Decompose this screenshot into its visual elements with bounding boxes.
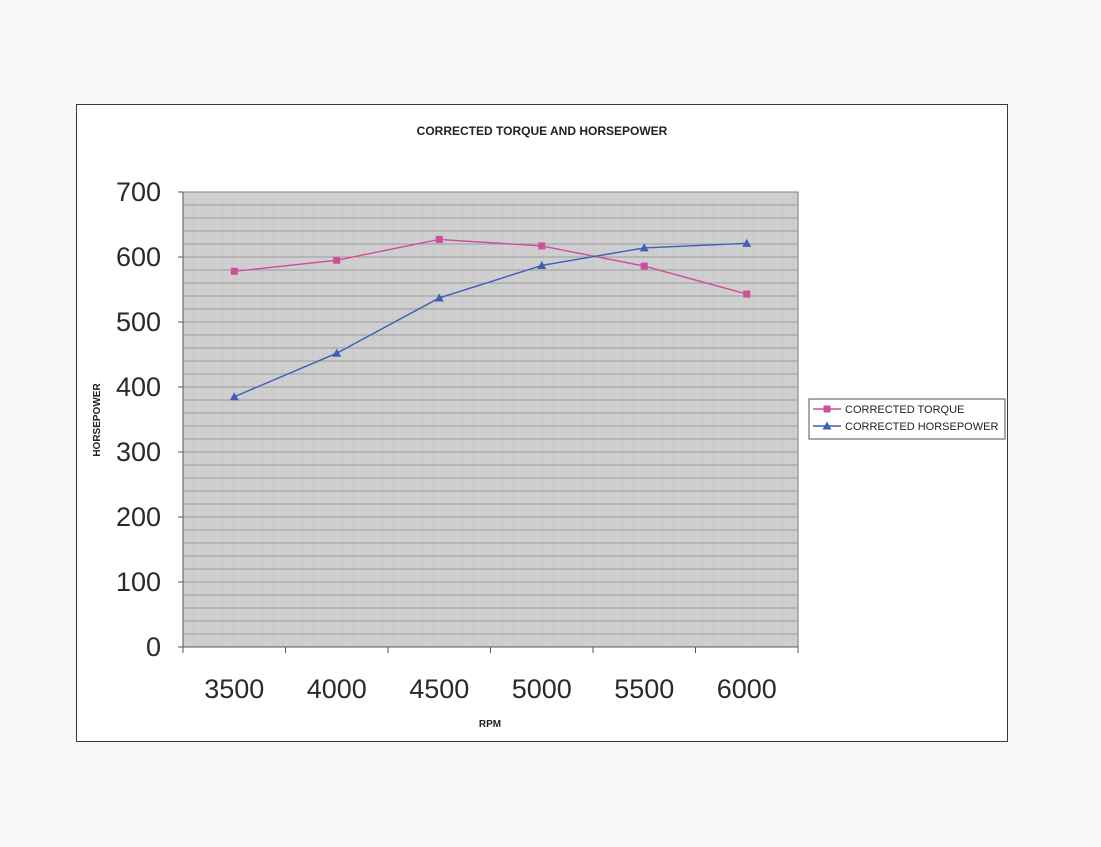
plot-background [182,191,799,648]
y-tick-label: 0 [146,632,161,662]
data-point-corrected-horsepower [434,293,444,302]
data-point-corrected-torque [743,290,751,298]
y-tick-label: 400 [116,372,161,402]
x-tick-label: 5500 [614,674,674,704]
data-point-corrected-torque [435,235,443,243]
data-point-corrected-horsepower [742,238,752,247]
plot-area: 0 100 200 300 400 500 600 700 3500 4000 4500 5000 55… [116,177,799,704]
x-axis-label: RPM [479,719,501,730]
x-tick-label: 6000 [717,674,777,704]
y-axis-label: HORSEPOWER [92,383,103,457]
y-tick-label: 300 [116,437,161,467]
series-line-corrected-torque [234,238,747,295]
x-tick-label: 4000 [307,674,367,704]
y-tick-label: 600 [116,242,161,272]
legend-box [808,398,1006,440]
legend-marker-corrected-horsepower [822,421,832,430]
legend-marker-corrected-torque [823,405,831,413]
y-tick-label: 700 [116,177,161,207]
data-point-corrected-horsepower [229,392,239,401]
x-tick-label: 5000 [512,674,572,704]
data-point-corrected-torque [333,256,341,264]
y-tick-label: 500 [116,307,161,337]
data-point-corrected-torque [538,242,546,250]
legend: CORRECTED TORQUE CORRECTED HORSEPOWER [808,398,1006,440]
data-point-corrected-horsepower [537,260,547,269]
legend-label-corrected-horsepower: CORRECTED HORSEPOWER [845,421,998,433]
chart-svg: CORRECTED TORQUE AND HORSEPOWER 0 100 200 3… [92,124,1006,730]
x-tick-label: 3500 [204,674,264,704]
data-point-corrected-horsepower [332,348,342,357]
chart-frame: CORRECTED TORQUE AND HORSEPOWER 0 100 200 3… [76,104,1008,742]
y-tick-label: 200 [116,502,161,532]
x-tick-label: 4500 [409,674,469,704]
data-point-corrected-torque [230,267,238,275]
series-line-corrected-horsepower [233,242,747,398]
y-tick-label: 100 [116,567,161,597]
data-point-corrected-torque [640,262,648,270]
legend-label-corrected-torque: CORRECTED TORQUE [845,404,964,416]
chart-title: CORRECTED TORQUE AND HORSEPOWER [417,124,668,138]
data-point-corrected-horsepower [639,243,649,252]
